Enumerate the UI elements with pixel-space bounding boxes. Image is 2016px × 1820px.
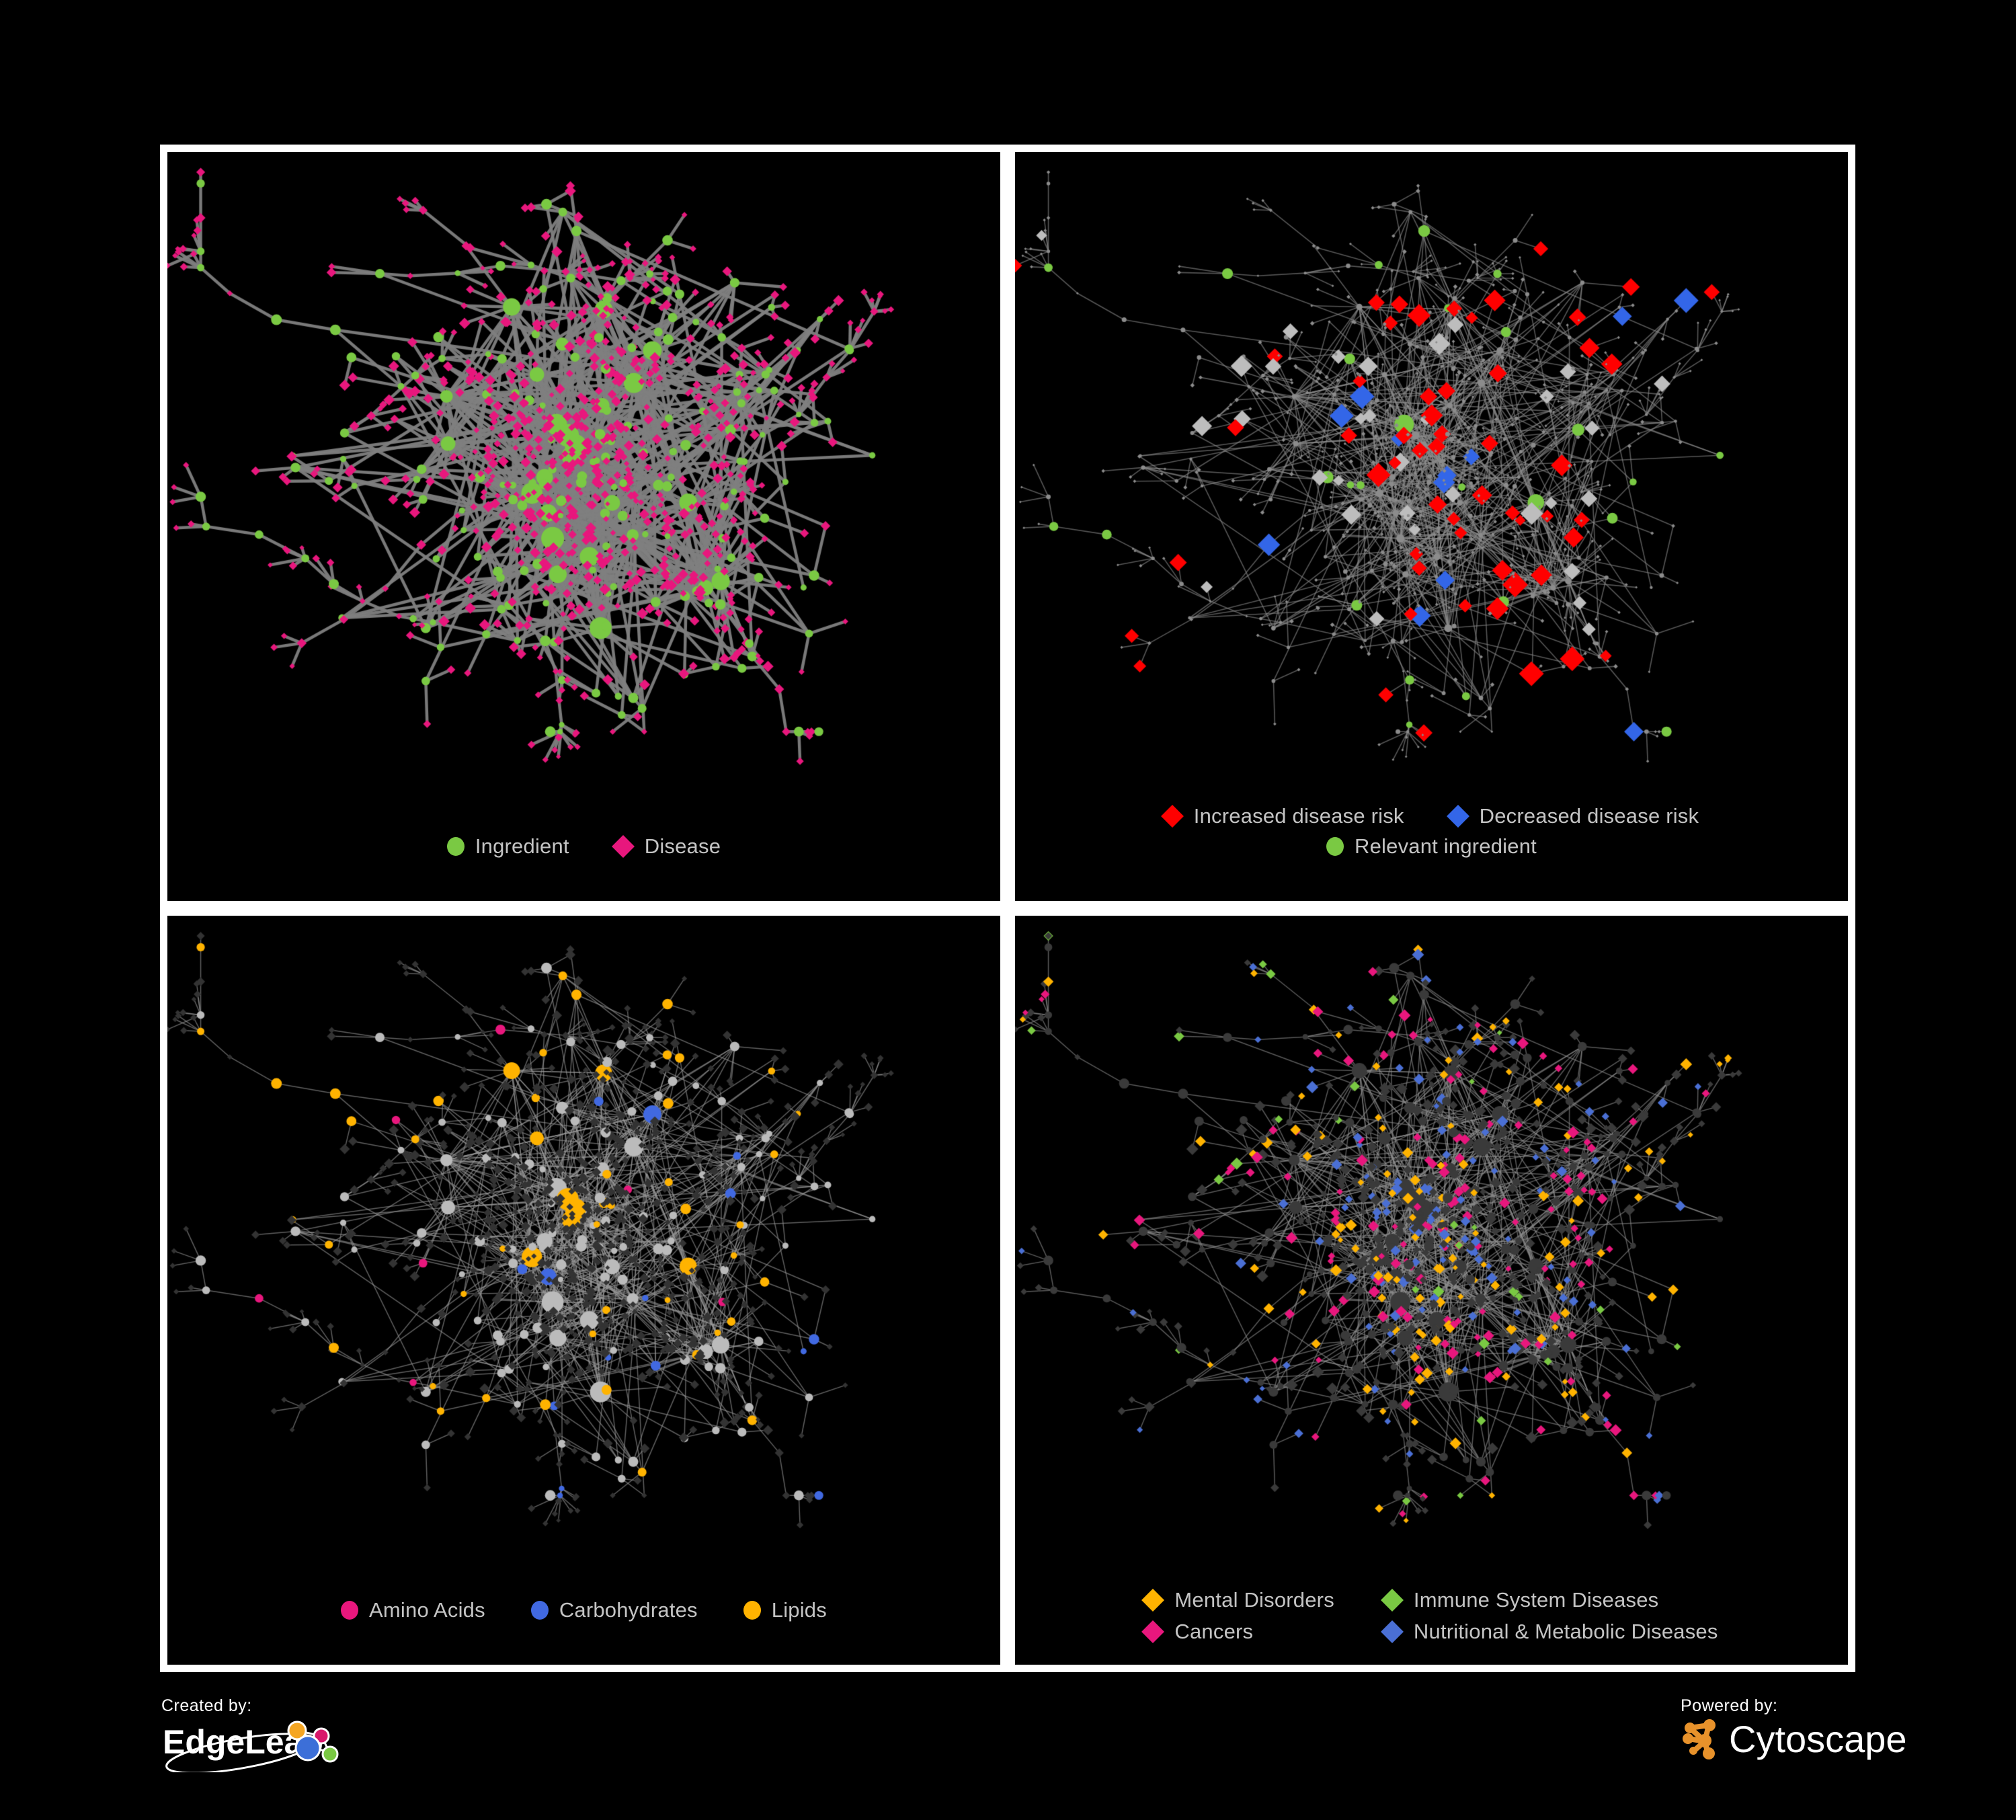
panel-disease-risk[interactable]: Increased disease risk Decreased disease…	[1015, 152, 1848, 901]
figure-footer: Created by: EdgeLeap Powered by:	[0, 1684, 2016, 1812]
edgeleap-logo-icon: EdgeLeap	[163, 1720, 339, 1772]
brand-created-by: Created by: EdgeLeap	[161, 1696, 343, 1772]
powered-by-kicker: Powered by:	[1681, 1696, 1778, 1715]
brand-powered-by: Powered by:	[1681, 1696, 1907, 1760]
panel-disease-class[interactable]: Mental Disorders Immune System Diseases …	[1015, 916, 1848, 1665]
edgeleap-lockup: EdgeLeap	[161, 1718, 343, 1772]
network-canvas-disease-risk	[1015, 152, 1848, 901]
panel-ingredient-disease[interactable]: Ingredient Disease	[167, 152, 1000, 901]
created-by-kicker: Created by:	[161, 1696, 252, 1715]
panel-nutrient-class[interactable]: Amino Acids Carbohydrates Lipids	[167, 916, 1000, 1665]
cytoscape-logo-icon	[1683, 1719, 1716, 1759]
network-canvas-disease-class	[1015, 916, 1848, 1665]
cytoscape-wordmark: Cytoscape	[1729, 1718, 1907, 1760]
cytoscape-lockup: Cytoscape	[1681, 1718, 1907, 1760]
network-canvas-ingredient-disease	[167, 152, 1000, 901]
panel-grid: Ingredient Disease Increased disease ris…	[160, 145, 1855, 1672]
network-canvas-nutrient-class	[167, 916, 1000, 1665]
